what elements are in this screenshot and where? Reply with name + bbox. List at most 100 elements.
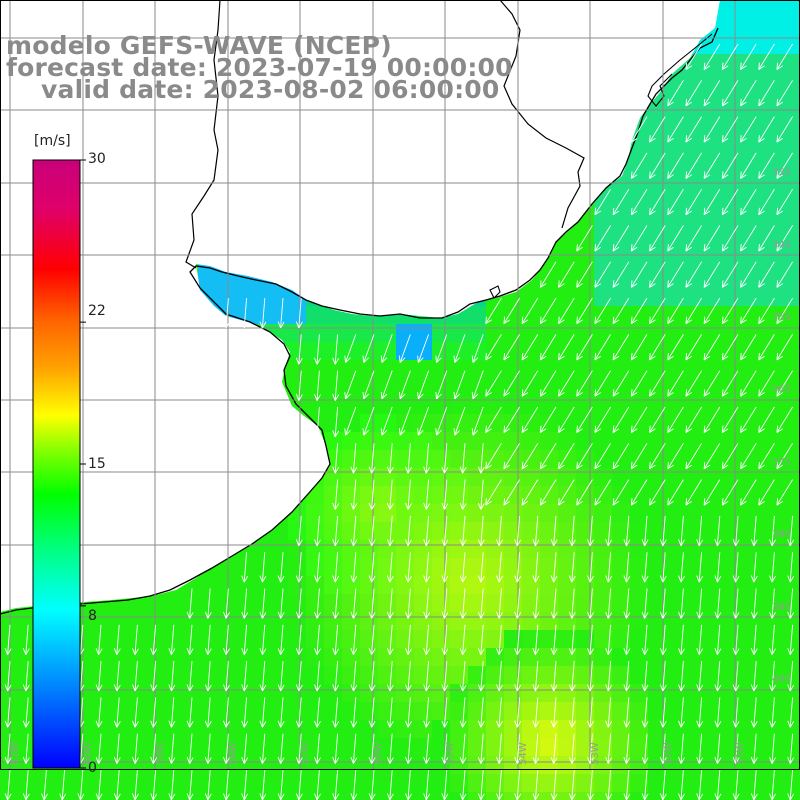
wind-arrow bbox=[332, 406, 340, 438]
wind-cell bbox=[774, 612, 793, 631]
wind-arrow bbox=[641, 515, 649, 547]
wind-arrow bbox=[594, 188, 611, 216]
wind-cell bbox=[198, 774, 217, 793]
wind-arrow bbox=[558, 334, 575, 361]
wind-arrow bbox=[714, 552, 722, 583]
wind-cell bbox=[324, 396, 343, 415]
wind-cell bbox=[486, 522, 505, 541]
wind-cell bbox=[396, 414, 415, 433]
wind-cell bbox=[216, 792, 235, 800]
wind-cell bbox=[90, 702, 109, 721]
wind-cell bbox=[180, 630, 199, 649]
longitude-label: 61W bbox=[10, 742, 21, 765]
wind-cell bbox=[684, 126, 703, 145]
wind-cell bbox=[738, 450, 757, 469]
wind-cell bbox=[738, 36, 757, 55]
wind-arrow bbox=[721, 261, 739, 288]
wind-cell bbox=[702, 702, 721, 721]
wind-cell bbox=[198, 738, 217, 757]
wind-cell bbox=[666, 396, 685, 415]
longitude-label: 55W bbox=[445, 742, 456, 765]
wind-cell bbox=[36, 792, 55, 800]
wind-cell bbox=[756, 324, 775, 343]
wind-cell bbox=[288, 576, 307, 595]
wind-arrow bbox=[459, 515, 467, 547]
wind-cell bbox=[684, 270, 703, 289]
wind-arrow bbox=[485, 370, 502, 397]
longitude-label: 57W bbox=[300, 742, 311, 765]
wind-arrow bbox=[241, 552, 249, 583]
wind-arrow bbox=[532, 733, 540, 764]
wind-cell bbox=[648, 468, 667, 487]
wind-arrow bbox=[386, 624, 394, 655]
wind-arrow bbox=[113, 661, 121, 692]
wind-arrow bbox=[514, 552, 522, 583]
wind-cell bbox=[738, 792, 757, 800]
wind-cell bbox=[630, 666, 649, 685]
wind-cell bbox=[432, 360, 451, 379]
wind-cell bbox=[288, 594, 307, 613]
wind-arrow bbox=[750, 552, 758, 583]
wind-cell bbox=[540, 360, 559, 379]
wind-cell bbox=[684, 792, 703, 800]
wind-cell bbox=[774, 432, 793, 451]
wind-cell bbox=[378, 612, 397, 631]
wind-cell bbox=[324, 702, 343, 721]
wind-cell bbox=[504, 702, 523, 721]
wind-arrow bbox=[277, 697, 285, 728]
wind-arrow bbox=[471, 334, 484, 363]
wind-arrow bbox=[204, 588, 212, 619]
wind-arrow bbox=[714, 661, 722, 692]
wind-cell bbox=[684, 576, 703, 595]
wind-cell bbox=[396, 522, 415, 541]
wind-arrow bbox=[417, 334, 430, 363]
wind-cell bbox=[738, 720, 757, 739]
wind-cell bbox=[0, 648, 19, 667]
wind-arrow bbox=[22, 624, 30, 655]
wind-arrow bbox=[477, 661, 485, 692]
wind-cell bbox=[648, 450, 667, 469]
wind-cell bbox=[792, 72, 800, 91]
wind-cell bbox=[180, 774, 199, 793]
wind-arrow bbox=[594, 479, 611, 506]
wind-arrow bbox=[576, 370, 593, 397]
wind-cell bbox=[792, 36, 800, 55]
wind-cell bbox=[720, 162, 739, 181]
wind-cell bbox=[702, 396, 721, 415]
wind-cell bbox=[342, 648, 361, 667]
wind-cell bbox=[720, 360, 739, 379]
wind-cell bbox=[684, 702, 703, 721]
wind-arrow bbox=[568, 552, 576, 583]
wind-cell bbox=[234, 792, 253, 800]
wind-cell bbox=[792, 18, 800, 37]
wind-arrow bbox=[649, 152, 666, 179]
wind-arrow bbox=[550, 515, 558, 547]
wind-cell bbox=[378, 648, 397, 667]
wind-arrow bbox=[521, 297, 539, 325]
wind-cell bbox=[666, 486, 685, 505]
wind-arrow bbox=[477, 479, 485, 510]
wind-arrow bbox=[703, 479, 721, 506]
wind-cell bbox=[756, 630, 775, 649]
wind-cell bbox=[774, 720, 793, 739]
wind-cell bbox=[792, 540, 800, 559]
wind-arrow bbox=[568, 624, 576, 655]
wind-cell bbox=[774, 306, 793, 325]
wind-cell bbox=[450, 396, 469, 415]
wind-arrow bbox=[623, 515, 631, 547]
wind-cell bbox=[396, 774, 415, 793]
wind-cell bbox=[162, 666, 181, 685]
wind-arrow bbox=[405, 479, 412, 510]
wind-arrow bbox=[459, 552, 467, 583]
wind-cell bbox=[684, 180, 703, 199]
wind-cell bbox=[630, 288, 649, 307]
wind-cell bbox=[90, 738, 109, 757]
wind-arrow bbox=[576, 297, 593, 325]
wind-cell bbox=[396, 648, 415, 667]
wind-arrow bbox=[740, 80, 757, 107]
wind-arrow bbox=[623, 733, 631, 764]
wind-arrow bbox=[649, 297, 666, 325]
wind-cell bbox=[756, 648, 775, 667]
wind-cell bbox=[774, 396, 793, 415]
wind-cell bbox=[324, 612, 343, 631]
